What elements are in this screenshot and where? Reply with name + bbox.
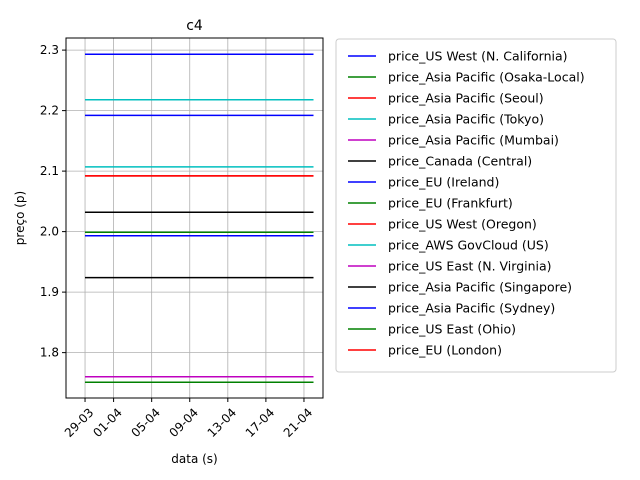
legend-label: price_Canada (Central)	[388, 154, 532, 169]
x-axis-label: data (s)	[171, 452, 217, 466]
legend-label: price_EU (Frankfurt)	[388, 196, 513, 211]
y-tick-label: 2.1	[40, 164, 59, 178]
legend-label: price_US East (N. Virginia)	[388, 259, 552, 274]
legend-label: price_Asia Pacific (Osaka-Local)	[388, 70, 585, 85]
legend-label: price_Asia Pacific (Seoul)	[388, 91, 544, 106]
legend-label: price_Asia Pacific (Sydney)	[388, 301, 555, 316]
legend-label: price_US West (Oregon)	[388, 217, 537, 232]
series-layer	[85, 53, 314, 384]
legend-label: price_Asia Pacific (Singapore)	[388, 280, 572, 295]
legend-label: price_US West (N. California)	[388, 49, 568, 64]
y-tick-label: 2.0	[40, 225, 59, 239]
legend-label: price_Asia Pacific (Mumbai)	[388, 133, 559, 148]
y-tick-label: 1.8	[40, 346, 59, 360]
y-tick-label: 2.2	[40, 104, 59, 118]
legend-label: price_Asia Pacific (Tokyo)	[388, 112, 544, 127]
y-tick-label: 2.3	[40, 43, 59, 57]
axes-frame	[65, 37, 324, 399]
y-tick-label: 1.9	[40, 285, 59, 299]
legend: price_US West (N. California) price_Asia …	[335, 38, 617, 373]
legend-label: price_EU (Ireland)	[388, 175, 499, 190]
y-axis-label: preço (p)	[13, 191, 27, 245]
legend-box	[335, 38, 617, 373]
legend-label: price_AWS GovCloud (US)	[388, 238, 549, 253]
chart-title: c4	[186, 18, 203, 34]
legend-label: price_US East (Ohio)	[388, 322, 516, 337]
legend-label: price_EU (London)	[388, 343, 502, 358]
